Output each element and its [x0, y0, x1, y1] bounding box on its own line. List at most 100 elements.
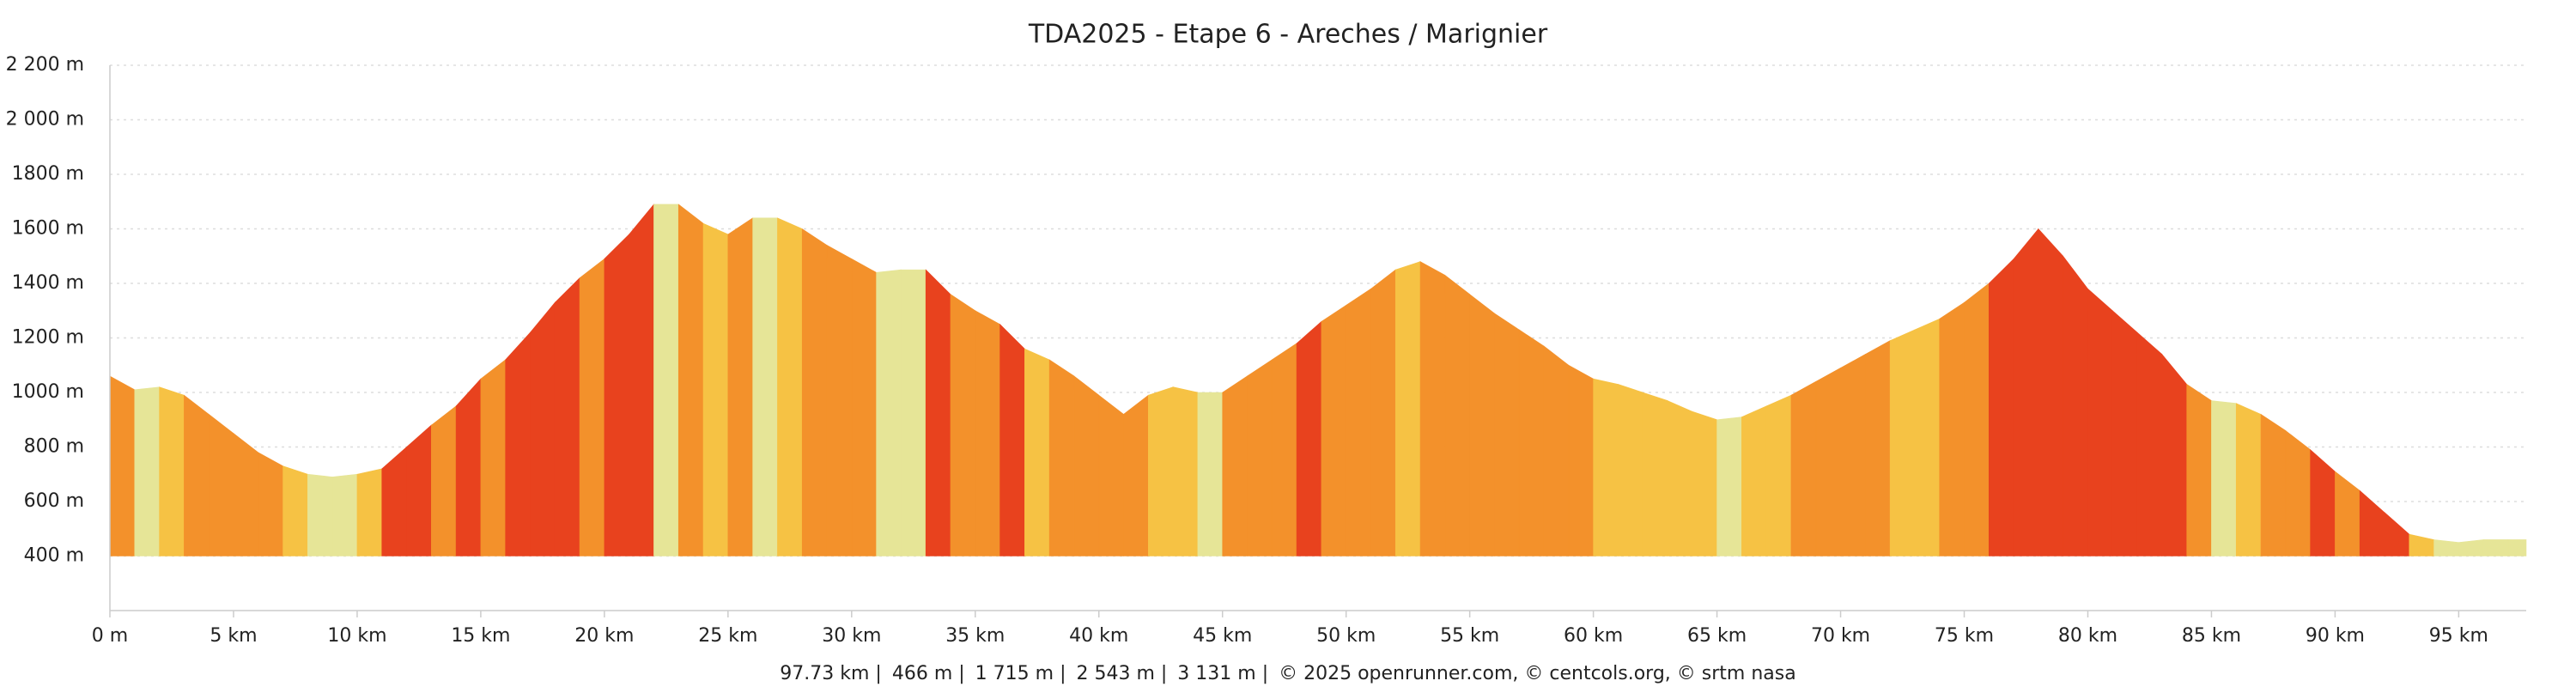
- y-tick-label: 1600 m: [12, 218, 84, 240]
- y-tick-label: 1000 m: [12, 381, 84, 403]
- slope-segment: [2458, 539, 2484, 556]
- slope-segment: [2359, 489, 2385, 556]
- slope-segment: [1346, 288, 1371, 556]
- slope-segment: [2409, 533, 2434, 556]
- slope-segment: [1964, 283, 1990, 556]
- y-tick-label: 2 200 m: [6, 54, 84, 76]
- slope-segment: [2507, 539, 2527, 556]
- slope-segment: [1518, 329, 1545, 556]
- slope-segment: [2111, 310, 2138, 556]
- x-tick-label: 20 km: [574, 625, 634, 647]
- x-tick-label: 95 km: [2429, 625, 2488, 647]
- x-tick-label: 15 km: [451, 625, 510, 647]
- slope-segment: [184, 394, 210, 556]
- slope-segment: [1148, 386, 1174, 556]
- slope-segment: [283, 465, 308, 556]
- x-tick-label: 40 km: [1069, 625, 1128, 647]
- slope-segment: [1073, 375, 1100, 556]
- slope-segment: [2235, 403, 2262, 556]
- slope-segment: [331, 473, 358, 556]
- slope-segment: [727, 217, 753, 556]
- x-tick-label: 90 km: [2306, 625, 2365, 647]
- slope-segment: [2013, 228, 2039, 556]
- slope-segment: [530, 301, 556, 556]
- slope-segment: [653, 204, 679, 556]
- slope-segment: [1494, 313, 1520, 556]
- x-tick-label: 60 km: [1564, 625, 1623, 647]
- slope-segment: [876, 269, 902, 556]
- x-tick-label: 65 km: [1687, 625, 1747, 647]
- slope-segment: [1593, 378, 1619, 556]
- slope-segment: [752, 217, 778, 556]
- slope-segment: [801, 228, 828, 556]
- slope-segment: [826, 245, 853, 556]
- slope-segment: [1815, 367, 1841, 556]
- slope-segment: [1543, 345, 1570, 556]
- footer-item: 2 543 m |: [1076, 663, 1167, 684]
- slope-segment: [2260, 413, 2287, 556]
- slope-segment: [925, 269, 951, 556]
- slope-segment: [1394, 261, 1421, 556]
- slope-segment: [1048, 359, 1075, 556]
- slope-segment: [950, 294, 976, 556]
- slope-segment: [554, 277, 580, 556]
- x-tick-label: 80 km: [2058, 625, 2117, 647]
- slope-segment: [2038, 228, 2063, 556]
- y-tick-label: 800 m: [24, 436, 84, 458]
- slope-segment: [134, 386, 160, 556]
- slope-segment: [1865, 340, 1891, 556]
- y-tick-label: 1200 m: [12, 327, 84, 349]
- x-tick-label: 45 km: [1193, 625, 1252, 647]
- x-tick-label: 50 km: [1316, 625, 1376, 647]
- slope-segment: [1296, 320, 1322, 556]
- footer-item: 97.73 km |: [780, 663, 882, 684]
- slope-segment: [159, 386, 185, 556]
- slope-segment: [109, 375, 136, 556]
- slope-segment: [604, 234, 629, 556]
- slope-segment: [1840, 354, 1866, 556]
- slope-segment: [1271, 343, 1297, 556]
- profile: [109, 204, 2527, 556]
- slope-segment: [1692, 410, 1717, 556]
- slope-segment: [1790, 380, 1817, 556]
- slope-segment: [1618, 384, 1643, 556]
- footer-item: 3 131 m |: [1177, 663, 1268, 684]
- x-tick-label: 0 m: [92, 625, 128, 647]
- axes: 400 m 600 m 800 m 1000 m 1200 m 1400 m 1600 m 1…: [6, 54, 2526, 647]
- slope-segment: [1469, 294, 1495, 556]
- slope-segment: [1716, 416, 1742, 556]
- slope-segment: [2482, 539, 2509, 556]
- x-tick-label: 5 km: [210, 625, 257, 647]
- slope-segment: [1444, 274, 1470, 556]
- slope-segment: [1667, 400, 1693, 556]
- slope-segment: [1370, 269, 1396, 556]
- slope-segment: [2433, 539, 2459, 556]
- slope-segment: [1889, 329, 1916, 556]
- slope-segment: [1939, 301, 1965, 556]
- slope-segment: [431, 405, 457, 556]
- slope-segment: [579, 258, 605, 556]
- slope-segment: [307, 473, 333, 556]
- slope-segment: [1098, 394, 1124, 556]
- x-tick-label: 55 km: [1440, 625, 1499, 647]
- slope-segment: [1568, 364, 1594, 556]
- slope-segment: [1642, 392, 1668, 556]
- slope-segment: [1172, 386, 1199, 556]
- y-tick-label: 1400 m: [12, 272, 84, 294]
- slope-segment: [1197, 392, 1224, 556]
- slope-segment: [1741, 405, 1767, 556]
- slope-segment: [2211, 400, 2237, 556]
- footer-item: © 2025 openrunner.com, © centcols.org, ©…: [1279, 663, 1796, 684]
- slope-segment: [1321, 304, 1346, 556]
- slope-segment: [480, 359, 506, 556]
- slope-segment: [777, 217, 803, 556]
- slope-segment: [629, 204, 654, 556]
- slope-segment: [2335, 471, 2360, 556]
- x-tick-label: 70 km: [1811, 625, 1870, 647]
- slope-segment: [999, 323, 1025, 556]
- slope-segment: [677, 204, 704, 556]
- footer: 97.73 km | 466 m | 1 715 m | 2 543 m | 3 131…: [780, 663, 1795, 684]
- y-tick-label: 2 000 m: [6, 109, 84, 131]
- footer-item: 466 m |: [892, 663, 965, 684]
- slope-segment: [2063, 255, 2088, 556]
